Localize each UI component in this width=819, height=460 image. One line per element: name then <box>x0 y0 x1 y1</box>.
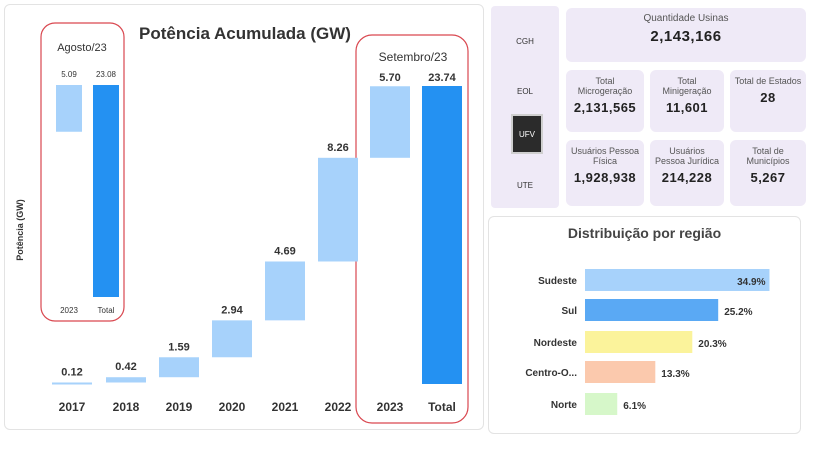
x-tick-label: 2022 <box>325 400 352 414</box>
card-value: 2,131,565 <box>573 100 637 115</box>
inset-label: Agosto/23 <box>57 42 107 54</box>
region-value-label: 20.3% <box>698 339 726 350</box>
region-label: Norte <box>551 400 578 411</box>
inset-data-label: 5.09 <box>61 70 77 79</box>
nav-item-cgh[interactable]: CGH <box>501 28 549 54</box>
data-label: 4.69 <box>274 245 295 257</box>
card-label: Usuários Pessoa Física <box>570 146 640 166</box>
inset-bar-total[interactable] <box>93 85 119 297</box>
data-label: 0.12 <box>61 366 82 378</box>
card-label: Usuários Pessoa Jurídica <box>654 146 720 166</box>
nav-label: UFV <box>519 129 535 139</box>
region-label: Centro-O... <box>525 368 577 379</box>
inset-x-label: 2023 <box>60 306 78 315</box>
region-bar-5[interactable] <box>585 393 618 415</box>
card-label: Total Minigeração <box>662 76 712 96</box>
waterfall-bars: 0.12 2017 0.42 2018 1.59 2019 2.94 2020 4.69 2021… <box>52 72 462 414</box>
nav-label: UTE <box>517 180 533 190</box>
waterfall-bar-2017[interactable] <box>52 382 92 385</box>
x-tick-label: 2023 <box>377 400 404 414</box>
region-bar-2[interactable] <box>585 299 719 321</box>
x-tick-label: Total <box>428 400 456 414</box>
nav-item-eol[interactable]: EOL <box>501 78 549 104</box>
region-bar-3[interactable] <box>585 331 693 353</box>
card-total-microgeracao: Total Microgeração 2,131,565 <box>566 70 644 132</box>
data-label: 5.70 <box>379 72 400 84</box>
card-total-estados: Total de Estados 28 <box>730 70 806 132</box>
waterfall-bar-total[interactable] <box>422 86 462 384</box>
region-bar-4[interactable] <box>585 361 656 383</box>
card-value: 28 <box>760 90 776 105</box>
nav-label: EOL <box>516 86 533 96</box>
nav-item-ute[interactable]: UTE <box>501 172 549 198</box>
inset-x-label: Total <box>98 306 115 315</box>
region-label: Nordeste <box>534 338 578 349</box>
x-tick-label: 2019 <box>166 400 193 414</box>
region-value-label: 6.1% <box>623 401 646 412</box>
card-value: 2,143,166 <box>650 28 722 45</box>
data-label: 8.26 <box>327 142 348 154</box>
region-chart-title: Distribuição por região <box>567 225 722 241</box>
inset-bar-2023[interactable] <box>56 85 82 132</box>
x-tick-label: 2020 <box>219 400 246 414</box>
inset-frame <box>40 22 125 322</box>
region-value-label: 34.9% <box>737 277 765 288</box>
waterfall-panel: Potência Acumulada (GW) Potência (GW) Ag… <box>4 4 484 430</box>
card-value: 214,228 <box>661 170 713 185</box>
waterfall-bar-2021[interactable] <box>265 261 305 321</box>
card-value: 11,601 <box>665 100 709 115</box>
region-distribution-panel: Distribuição por região Sudeste 34.9% Sul 2… <box>488 216 801 434</box>
data-label: 2.94 <box>221 304 243 316</box>
region-value-label: 25.2% <box>724 307 752 318</box>
waterfall-bar-2020[interactable] <box>212 320 252 358</box>
card-label: Quantidade Usinas <box>643 13 729 24</box>
x-tick-label: 2017 <box>59 400 86 414</box>
waterfall-bar-2022[interactable] <box>318 157 358 262</box>
data-label: 1.59 <box>168 341 189 353</box>
y-axis-label: Potência (GW) <box>15 199 25 261</box>
card-label: Total de Municípios <box>746 146 790 166</box>
card-quantidade-usinas: Quantidade Usinas 2,143,166 <box>566 8 806 62</box>
x-tick-label: 2018 <box>113 400 140 414</box>
card-usuarios-pessoa-fisica: Usuários Pessoa Física 1,928,938 <box>566 140 644 206</box>
card-total-minigeracao: Total Minigeração 11,601 <box>650 70 724 132</box>
card-value: 1,928,938 <box>573 170 637 185</box>
waterfall-bar-2023[interactable] <box>370 86 410 158</box>
nav-item-ufv[interactable]: UFV <box>511 114 543 154</box>
waterfall-chart: Potência Acumulada (GW) Potência (GW) Ag… <box>15 22 469 424</box>
inset-data-label: 23.08 <box>96 70 117 79</box>
region-value-label: 13.3% <box>661 369 689 380</box>
region-bar-chart: Sudeste 34.9% Sul 25.2% Nordeste 20.3% Centro-… <box>525 269 770 415</box>
data-label: 0.42 <box>115 361 136 373</box>
card-usuarios-pessoa-juridica: Usuários Pessoa Jurídica 214,228 <box>650 140 724 206</box>
waterfall-bar-2018[interactable] <box>106 377 146 383</box>
card-value: 5,267 <box>750 170 786 185</box>
data-label: 23.74 <box>428 72 456 84</box>
x-tick-label: 2021 <box>272 400 299 414</box>
card-total-municipios: Total de Municípios 5,267 <box>730 140 806 206</box>
chart-title: Potência Acumulada (GW) <box>139 24 351 43</box>
inset-bars: 5.09 2023 23.08 Total <box>56 70 119 315</box>
highlight-label: Setembro/23 <box>379 50 448 64</box>
card-label: Total Microgeração <box>577 76 633 96</box>
region-label: Sul <box>561 306 577 317</box>
card-label: Total de Estados <box>734 76 802 86</box>
region-label: Sudeste <box>538 276 577 287</box>
nav-label: CGH <box>516 36 534 46</box>
waterfall-bar-2019[interactable] <box>159 357 199 378</box>
source-selector: CGH EOL UFV UTE <box>491 6 559 208</box>
region-bar-1[interactable] <box>585 269 770 291</box>
